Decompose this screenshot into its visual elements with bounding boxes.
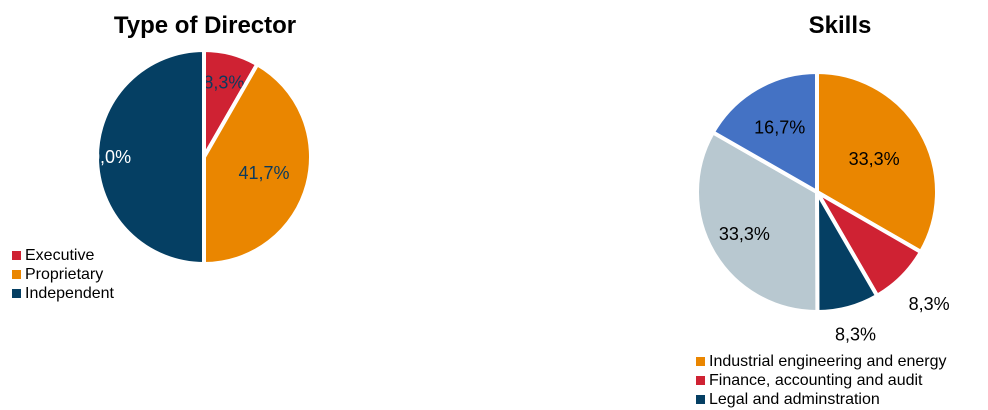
legend-swatch-legal-administration	[696, 395, 705, 404]
legend-item-finance-accounting: Finance, accounting and audit	[696, 371, 947, 390]
legend-item-proprietary: Proprietary	[12, 265, 114, 284]
slice-label-skills-other-b: 16,7%	[754, 118, 805, 138]
legend-label-proprietary: Proprietary	[25, 266, 104, 283]
legend-skills: Industrial engineering and energy Financ…	[696, 352, 947, 409]
legend-label-legal-administration: Legal and adminstration	[709, 391, 880, 408]
chart-title-skills: Skills	[808, 12, 872, 39]
pie-slice-director-proprietary	[202, 61, 313, 267]
legend-item-executive: Executive	[12, 246, 114, 265]
legend-label-finance-accounting: Finance, accounting and audit	[709, 372, 923, 389]
legend-label-executive: Executive	[25, 247, 95, 264]
legend-item-independent: Independent	[12, 284, 114, 303]
pie-slice-skills-other-b	[710, 69, 819, 196]
slice-label-director-proprietary: 41,7%	[238, 163, 289, 183]
pie-slice-skills-industrial-engineering	[815, 69, 939, 255]
slice-label-director-independent: 50,0%	[80, 147, 131, 167]
legend-label-industrial-engineering: Industrial engineering and energy	[709, 353, 947, 370]
legend-item-industrial-engineering: Industrial engineering and energy	[696, 352, 947, 371]
pie-slice-director-independent	[95, 47, 206, 267]
legend-item-legal-administration: Legal and adminstration	[696, 390, 947, 409]
legend-swatch-finance-accounting	[696, 376, 705, 385]
legend-swatch-executive	[12, 251, 21, 260]
slice-label-skills-other-a: 33,3%	[719, 224, 770, 244]
legend-swatch-proprietary	[12, 270, 21, 279]
legend-type-of-director: Executive Proprietary Independent	[12, 246, 114, 303]
slice-label-director-executive: 8,3%	[203, 73, 244, 93]
legend-swatch-industrial-engineering	[696, 357, 705, 366]
slice-label-skills-legal-administration: 8,3%	[835, 324, 876, 344]
slice-label-skills-finance-accounting: 8,3%	[909, 294, 950, 314]
legend-label-independent: Independent	[25, 285, 114, 302]
chart-title-type-of-director: Type of Director	[113, 12, 297, 39]
legend-swatch-independent	[12, 289, 21, 298]
slice-label-skills-industrial-engineering: 33,3%	[849, 149, 900, 169]
